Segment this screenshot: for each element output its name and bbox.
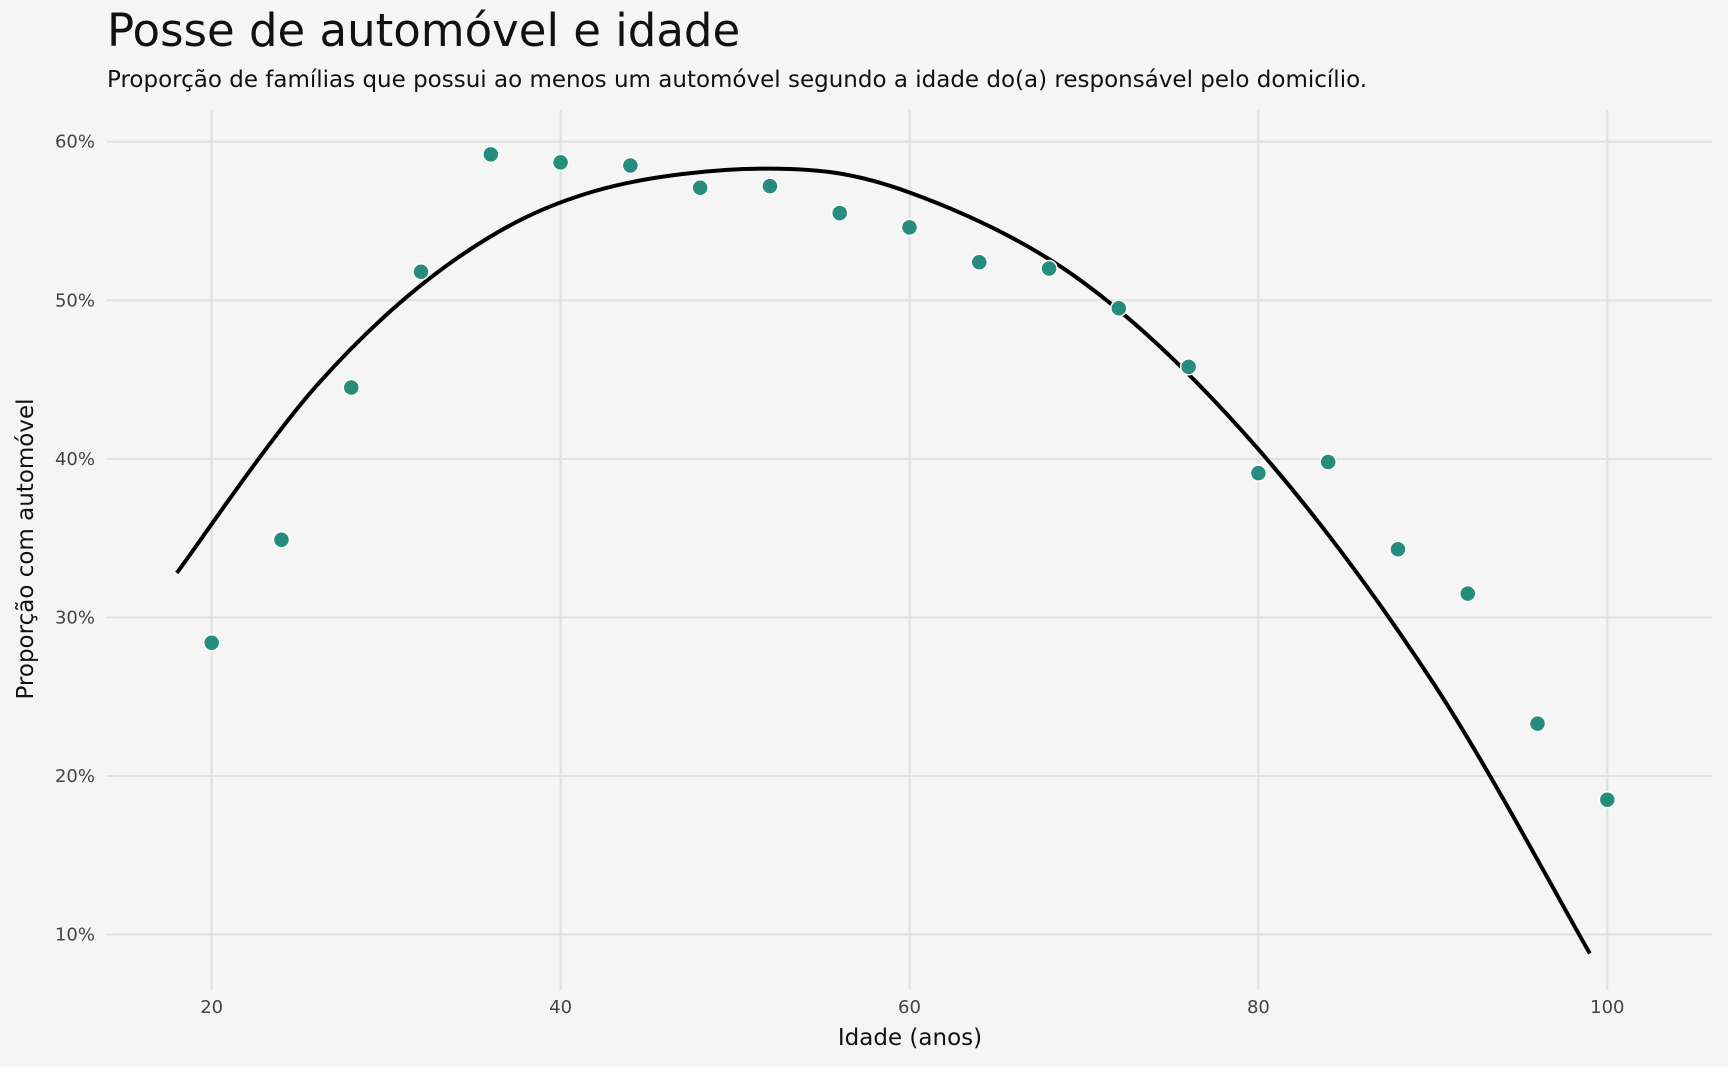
data-point: [1249, 464, 1268, 482]
data-point: [1040, 259, 1058, 278]
y-axis-ticks: 10% 20% 30% 40% 50% 60%: [55, 132, 95, 946]
data-point: [621, 156, 640, 175]
x-axis-ticks: 20 40 60 80 100: [200, 997, 1624, 1018]
data-point: [830, 204, 849, 222]
data-point: [202, 634, 221, 652]
x-tick-label: 20: [200, 997, 223, 1018]
data-point: [1598, 790, 1617, 809]
data-point: [1319, 453, 1337, 471]
data-point: [482, 145, 500, 164]
trend-line: [175, 166, 1592, 955]
trend-line-group: [175, 166, 1592, 955]
data-point: [1389, 540, 1407, 558]
data-point: [412, 262, 430, 281]
data-point: [900, 218, 919, 237]
data-point: [691, 178, 709, 197]
y-tick-label: 40%: [55, 449, 95, 470]
y-tick-label: 30%: [55, 607, 95, 628]
x-tick-label: 60: [898, 997, 921, 1018]
x-axis-title: Idade (anos): [838, 1025, 982, 1051]
x-tick-label: 80: [1247, 997, 1270, 1018]
data-point: [272, 530, 291, 549]
chart-subtitle: Proporção de famílias que possui ao meno…: [107, 67, 1368, 93]
data-point: [342, 378, 360, 397]
data-point: [1179, 358, 1198, 376]
y-tick-label: 60%: [55, 132, 95, 153]
data-point: [551, 153, 570, 172]
y-tick-label: 50%: [55, 290, 95, 311]
x-tick-label: 100: [1590, 997, 1624, 1018]
data-point: [1528, 714, 1547, 733]
data-point: [1110, 299, 1128, 317]
data-points: [202, 145, 1617, 809]
chart-title: Posse de automóvel e idade: [107, 4, 741, 57]
data-point: [1459, 584, 1477, 603]
y-axis-title: Proporção com automóvel: [13, 398, 39, 699]
data-point: [970, 253, 989, 271]
x-tick-label: 40: [549, 997, 572, 1018]
y-tick-label: 20%: [55, 766, 95, 787]
y-tick-label: 10%: [55, 925, 95, 946]
grid-lines: [107, 110, 1712, 990]
data-point: [761, 177, 779, 195]
